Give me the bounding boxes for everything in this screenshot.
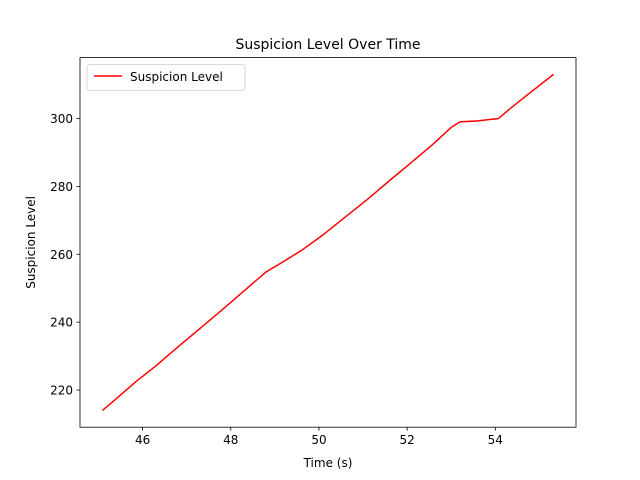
y-tick-label: 280 <box>50 180 73 194</box>
x-tick-label: 48 <box>223 433 238 447</box>
y-axis: 220 240 260 280 300 <box>50 112 80 398</box>
y-tick-label: 300 <box>50 112 73 126</box>
legend-box <box>86 64 246 91</box>
y-tick-label: 240 <box>50 316 73 330</box>
y-tick-label: 260 <box>50 248 73 262</box>
x-tick-label: 52 <box>399 433 414 447</box>
plot-frame <box>79 57 577 428</box>
y-tick-label: 220 <box>50 384 73 398</box>
series-line-suspicion-level <box>102 73 554 411</box>
x-axis-title: Time (s) <box>303 456 353 470</box>
x-tick-label: 46 <box>135 433 150 447</box>
x-axis: 46 48 50 52 54 <box>135 427 503 447</box>
legend: Suspicion Level <box>86 64 246 91</box>
x-tick-label: 54 <box>488 433 503 447</box>
chart-title: Suspicion Level Over Time <box>235 37 420 53</box>
legend-label: Suspicion Level <box>130 70 223 84</box>
x-tick-label: 50 <box>311 433 326 447</box>
y-axis-title: Suspicion Level <box>24 196 38 289</box>
